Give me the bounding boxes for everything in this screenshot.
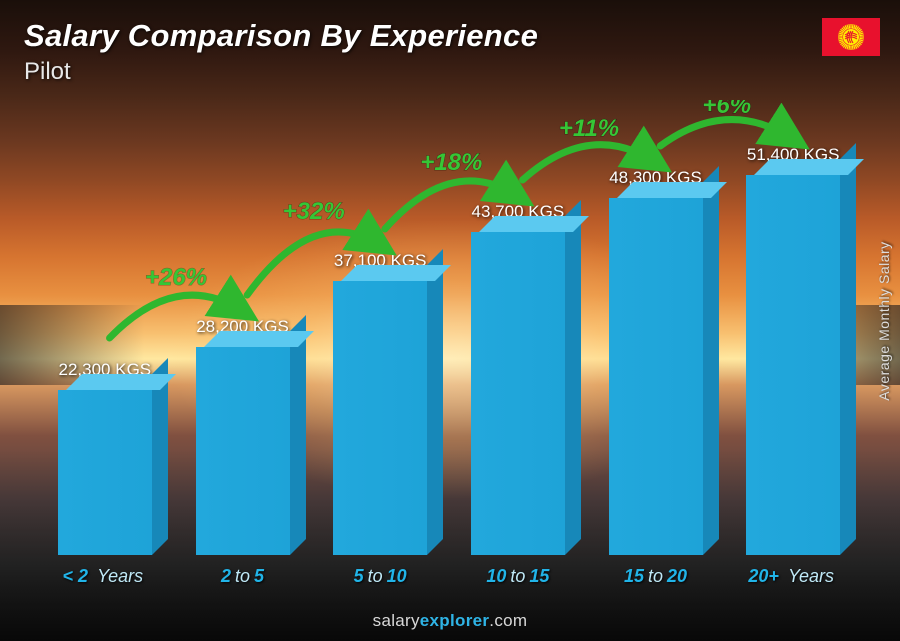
bar-shape [333,281,427,555]
x-label-0: < 2 Years [36,566,174,587]
bar-4: 48,300 KGS [587,168,725,555]
bar-shape [58,390,152,555]
y-axis-label: Average Monthly Salary [876,241,892,400]
x-label-3: 10to15 [449,566,587,587]
x-label-4: 15to20 [587,566,725,587]
bar-5: 51,400 KGS [724,145,862,555]
x-label-2: 5to10 [311,566,449,587]
footer-prefix: salary [373,611,420,630]
kyrgyzstan-flag-icon [822,18,880,56]
bar-3: 43,700 KGS [449,202,587,555]
bar-2: 37,100 KGS [311,251,449,555]
footer-suffix: .com [489,611,527,630]
x-label-1: 2to5 [174,566,312,587]
header: Salary Comparison By Experience Pilot [24,18,538,86]
bar-shape [609,198,703,555]
page-title: Salary Comparison By Experience [24,18,538,54]
bar-shape [196,347,290,555]
page-subtitle: Pilot [24,58,538,86]
bar-shape [746,175,840,555]
x-label-5: 20+ Years [724,566,862,587]
footer-highlight: explorer [420,611,490,630]
bar-0: 22,300 KGS [36,360,174,555]
salary-bar-chart: 22,300 KGS28,200 KGS37,100 KGS43,700 KGS… [36,100,862,583]
bar-shape [471,232,565,555]
footer: salaryexplorer.com [0,611,900,631]
bar-1: 28,200 KGS [174,317,312,555]
